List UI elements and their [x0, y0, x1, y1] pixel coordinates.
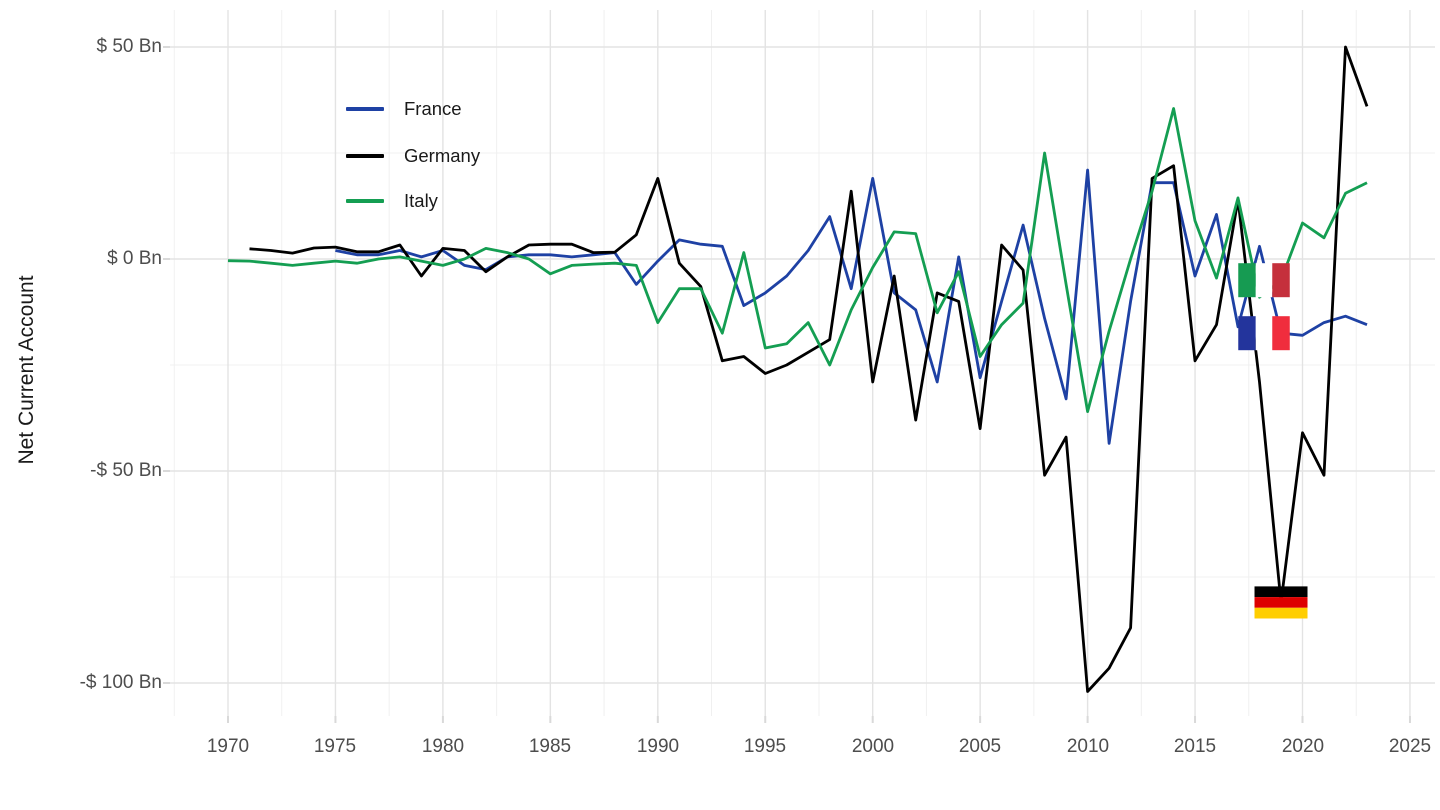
x-tick-label: 1990 [636, 736, 680, 757]
france-line-swatch [346, 107, 384, 111]
legend-label-italy: Italy [404, 190, 438, 211]
france-flag-marker [1238, 316, 1290, 351]
y-tick-label: $ 50 Bn [96, 36, 163, 57]
flag-band [1255, 263, 1273, 298]
x-tick-label: 2005 [958, 736, 1002, 757]
y-tick-label: -$ 100 Bn [79, 672, 162, 693]
x-tick-label: 2015 [1173, 736, 1217, 757]
flag-band [1272, 316, 1290, 351]
legend-label-france: France [404, 98, 462, 119]
flag-band [1254, 597, 1308, 608]
france-line [335, 168, 1368, 445]
italy-flag-marker [1238, 263, 1290, 298]
y-tick-label: $ 0 Bn [107, 248, 162, 269]
flag-band [1254, 586, 1308, 598]
legend-item-germany: Germany [346, 145, 480, 167]
x-tick-label: 1975 [313, 736, 357, 757]
italy-line [227, 107, 1368, 414]
x-tick-label: 1985 [528, 736, 572, 757]
x-tick-label: 1995 [743, 736, 787, 757]
x-tick-label: 2025 [1388, 736, 1432, 757]
germany-line [249, 45, 1369, 693]
germany-line-swatch [346, 154, 384, 158]
axis-ticks [163, 46, 1411, 723]
legend-label-germany: Germany [404, 145, 481, 166]
germany-flag-marker [1254, 586, 1308, 619]
flag-band [1238, 263, 1256, 298]
x-tick-label: 2010 [1066, 736, 1110, 757]
flag-band [1255, 316, 1273, 351]
x-tick-label: 2020 [1281, 736, 1325, 757]
flag-band [1238, 316, 1256, 351]
italy-line-swatch [346, 199, 384, 203]
y-tick-label: -$ 50 Bn [90, 460, 162, 481]
x-tick-label: 2000 [851, 736, 895, 757]
flag-band [1254, 607, 1308, 619]
flag-band [1272, 263, 1290, 298]
series-lines [227, 45, 1369, 693]
legend-item-italy: Italy [346, 190, 438, 212]
x-tick-label: 1970 [206, 736, 250, 757]
flag-markers [1238, 263, 1308, 619]
legend-item-france: France [346, 98, 462, 120]
x-tick-label: 1980 [421, 736, 465, 757]
